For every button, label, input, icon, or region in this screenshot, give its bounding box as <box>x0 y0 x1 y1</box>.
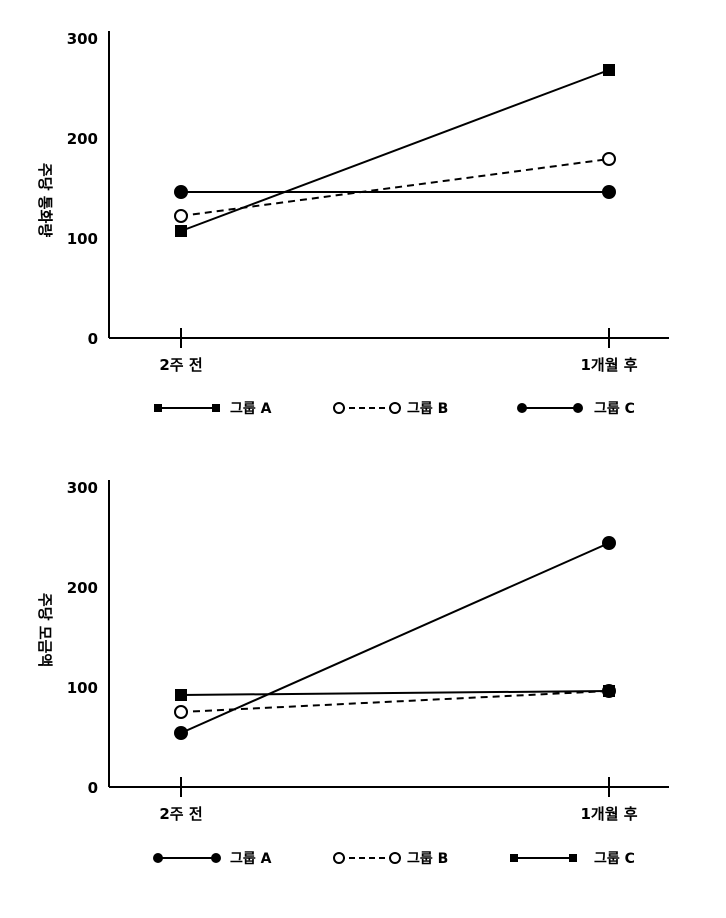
square-marker-icon <box>154 404 162 412</box>
chart-2-legend-b-label: 그룹 B <box>407 851 448 867</box>
chart-2-y-tick-0: 0 <box>88 779 98 797</box>
chart-1-series-2-line <box>180 158 610 217</box>
chart-2-x-tick-label-1: 2주 전 <box>159 805 202 823</box>
filled-circle-marker-icon <box>211 853 221 863</box>
chart-2-series-3-point-1 <box>175 689 187 701</box>
chart-1-y-tick-100: 100 <box>67 230 98 248</box>
chart-1-series-1-line <box>180 69 610 232</box>
open-circle-marker-icon <box>389 852 401 864</box>
square-marker-icon <box>510 854 518 862</box>
chart-2-y-tick-100: 100 <box>67 679 98 697</box>
chart-1-series-3-point-2 <box>602 185 616 199</box>
chart-1-legend-c: 그룹 C <box>517 401 635 417</box>
chart-1: 0 100 200 300 2주 전 1개월 후 주당 통화량 그룹 A 그룹 … <box>36 30 669 417</box>
chart-2-x-tick-label-2: 1개월 후 <box>580 805 637 823</box>
chart-1-plot <box>174 64 616 237</box>
filled-circle-marker-icon <box>573 403 583 413</box>
chart-1-y-axis-label: 주당 통화량 <box>36 163 54 237</box>
filled-circle-marker-icon <box>153 853 163 863</box>
chart-2-series-2-point-1 <box>174 705 188 719</box>
chart-1-x-tick-label-1: 2주 전 <box>159 356 202 374</box>
chart-2-legend-c: 그룹 C <box>510 851 635 867</box>
chart-1-legend: 그룹 A 그룹 B 그룹 C <box>154 401 635 417</box>
chart-1-y-tick-0: 0 <box>88 330 98 348</box>
chart-1-y-tick-200: 200 <box>67 130 98 148</box>
open-circle-marker-icon <box>333 852 345 864</box>
chart-1-series-3-point-1 <box>174 185 188 199</box>
chart-1-legend-a: 그룹 A <box>154 401 272 417</box>
chart-2-legend-c-label: 그룹 C <box>594 851 635 867</box>
chart-2-plot <box>174 536 616 740</box>
square-marker-icon <box>569 854 577 862</box>
chart-2: 0 100 200 300 2주 전 1개월 후 주당 모금액 그룹 A 그룹 … <box>36 479 669 867</box>
chart-2-legend-b: 그룹 B <box>333 851 448 867</box>
square-marker-icon <box>212 404 220 412</box>
open-circle-marker-icon <box>389 402 401 414</box>
chart-2-y-tick-300: 300 <box>67 479 98 497</box>
chart-1-series-2-point-2 <box>602 152 616 166</box>
chart-2-y-tick-200: 200 <box>67 579 98 597</box>
chart-2-series-1-line <box>180 542 610 734</box>
filled-circle-marker-icon <box>517 403 527 413</box>
chart-2-series-3-point-2 <box>603 685 615 697</box>
chart-2-series-1-point-2 <box>602 536 616 550</box>
chart-2-legend: 그룹 A 그룹 B 그룹 C <box>153 851 635 867</box>
chart-1-series-1-point-1 <box>175 225 187 237</box>
chart-1-legend-a-label: 그룹 A <box>230 401 272 417</box>
chart-1-x-tick-label-2: 1개월 후 <box>580 356 637 374</box>
chart-2-series-3-line <box>180 690 610 696</box>
open-circle-marker-icon <box>333 402 345 414</box>
chart-1-series-2-point-1 <box>174 209 188 223</box>
chart-1-legend-c-label: 그룹 C <box>594 401 635 417</box>
chart-2-y-axis-label: 주당 모금액 <box>36 593 54 667</box>
chart-2-legend-a-label: 그룹 A <box>230 851 272 867</box>
chart-1-y-tick-300: 300 <box>67 30 98 48</box>
chart-1-series-1-point-2 <box>603 64 615 76</box>
chart-2-legend-a: 그룹 A <box>153 851 272 867</box>
chart-2-series-1-point-1 <box>174 726 188 740</box>
chart-1-legend-b-label: 그룹 B <box>407 401 448 417</box>
chart-1-legend-b: 그룹 B <box>333 401 448 417</box>
